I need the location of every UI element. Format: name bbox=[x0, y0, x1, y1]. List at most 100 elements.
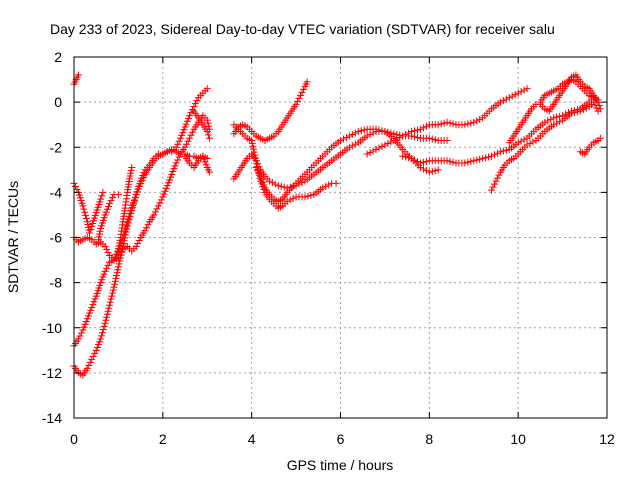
grid-lines bbox=[74, 57, 607, 418]
data-point bbox=[151, 208, 159, 216]
data-point bbox=[411, 133, 419, 141]
data-point bbox=[304, 192, 312, 200]
data-point bbox=[129, 203, 137, 211]
data-point bbox=[289, 194, 297, 202]
data-point bbox=[82, 215, 90, 223]
y-tick-labels: -14 -12 -10 -8 -6 -4 -2 0 2 bbox=[42, 49, 62, 426]
data-point bbox=[467, 119, 475, 127]
data-point bbox=[499, 97, 507, 105]
data-point bbox=[523, 141, 531, 149]
data-point bbox=[413, 126, 421, 134]
data-point bbox=[88, 355, 96, 363]
data-point bbox=[172, 143, 180, 151]
data-point bbox=[357, 127, 365, 135]
series-track-3 bbox=[70, 112, 213, 264]
data-point bbox=[517, 88, 525, 96]
data-point bbox=[514, 89, 522, 97]
data-point bbox=[131, 194, 139, 202]
data-point bbox=[252, 164, 260, 172]
data-point bbox=[375, 144, 383, 152]
series-track-7 bbox=[110, 164, 136, 264]
data-point bbox=[174, 156, 182, 164]
data-point bbox=[428, 135, 436, 143]
data-point bbox=[81, 208, 89, 216]
data-point bbox=[553, 113, 561, 121]
data-point bbox=[99, 188, 107, 196]
data-point bbox=[116, 254, 124, 262]
data-point bbox=[508, 92, 516, 100]
data-point bbox=[440, 119, 448, 127]
data-point bbox=[98, 329, 106, 337]
y-tick-label: -4 bbox=[50, 184, 63, 200]
data-point bbox=[87, 226, 95, 234]
data-point bbox=[97, 335, 105, 343]
data-point bbox=[476, 115, 484, 123]
data-point bbox=[134, 240, 142, 248]
data-point bbox=[360, 126, 368, 134]
data-point bbox=[351, 129, 359, 137]
data-point bbox=[402, 153, 410, 161]
data-point bbox=[492, 177, 500, 185]
data-point bbox=[105, 304, 113, 312]
data-point bbox=[573, 108, 581, 116]
x-tick-label: 2 bbox=[159, 431, 167, 447]
data-point bbox=[301, 193, 309, 201]
data-point bbox=[130, 200, 138, 208]
data-point bbox=[411, 127, 419, 135]
data-point bbox=[102, 316, 110, 324]
series-track-16 bbox=[488, 98, 602, 194]
data-point bbox=[576, 107, 584, 115]
data-point bbox=[99, 326, 107, 334]
data-point bbox=[467, 158, 475, 166]
data-point bbox=[408, 155, 416, 163]
data-point bbox=[150, 211, 158, 219]
y-tick-label: 0 bbox=[54, 94, 62, 110]
data-point bbox=[292, 100, 300, 108]
data-point bbox=[319, 184, 327, 192]
data-point bbox=[408, 127, 416, 135]
data-point bbox=[104, 261, 112, 269]
data-point bbox=[107, 197, 115, 205]
data-point bbox=[79, 202, 87, 210]
data-point bbox=[490, 180, 498, 188]
y-tick-label: -8 bbox=[50, 275, 63, 291]
data-point bbox=[73, 185, 81, 193]
series-track-8 bbox=[190, 107, 213, 142]
x-tick-label: 8 bbox=[425, 431, 433, 447]
data-point bbox=[121, 231, 129, 239]
data-point bbox=[594, 96, 602, 104]
data-point bbox=[249, 142, 257, 150]
data-point bbox=[502, 95, 510, 103]
data-point bbox=[511, 91, 519, 99]
data-point bbox=[114, 191, 122, 199]
data-point bbox=[488, 186, 496, 194]
data-point bbox=[106, 200, 114, 208]
data-point bbox=[294, 97, 302, 105]
data-point bbox=[111, 277, 119, 285]
data-point bbox=[384, 139, 392, 147]
data-point bbox=[126, 213, 134, 221]
data-point bbox=[271, 180, 279, 188]
data-point bbox=[74, 71, 82, 79]
data-point bbox=[154, 202, 162, 210]
data-point bbox=[253, 160, 261, 168]
data-point bbox=[348, 142, 356, 150]
data-point bbox=[256, 174, 264, 182]
data-point bbox=[372, 125, 380, 133]
data-point bbox=[437, 120, 445, 128]
data-point bbox=[185, 134, 193, 142]
data-point bbox=[289, 182, 297, 190]
data-point bbox=[175, 153, 183, 161]
data-point bbox=[520, 86, 528, 94]
data-point bbox=[85, 361, 93, 369]
data-point bbox=[248, 139, 256, 147]
data-point bbox=[98, 332, 106, 340]
data-point bbox=[461, 159, 469, 167]
data-point bbox=[106, 298, 114, 306]
data-point bbox=[250, 145, 258, 153]
data-point bbox=[351, 140, 359, 148]
y-tick-label: -14 bbox=[42, 410, 62, 426]
y-axis-label: SDTVAR / TECUs bbox=[5, 181, 21, 293]
data-point bbox=[499, 147, 507, 155]
data-point bbox=[434, 121, 442, 129]
